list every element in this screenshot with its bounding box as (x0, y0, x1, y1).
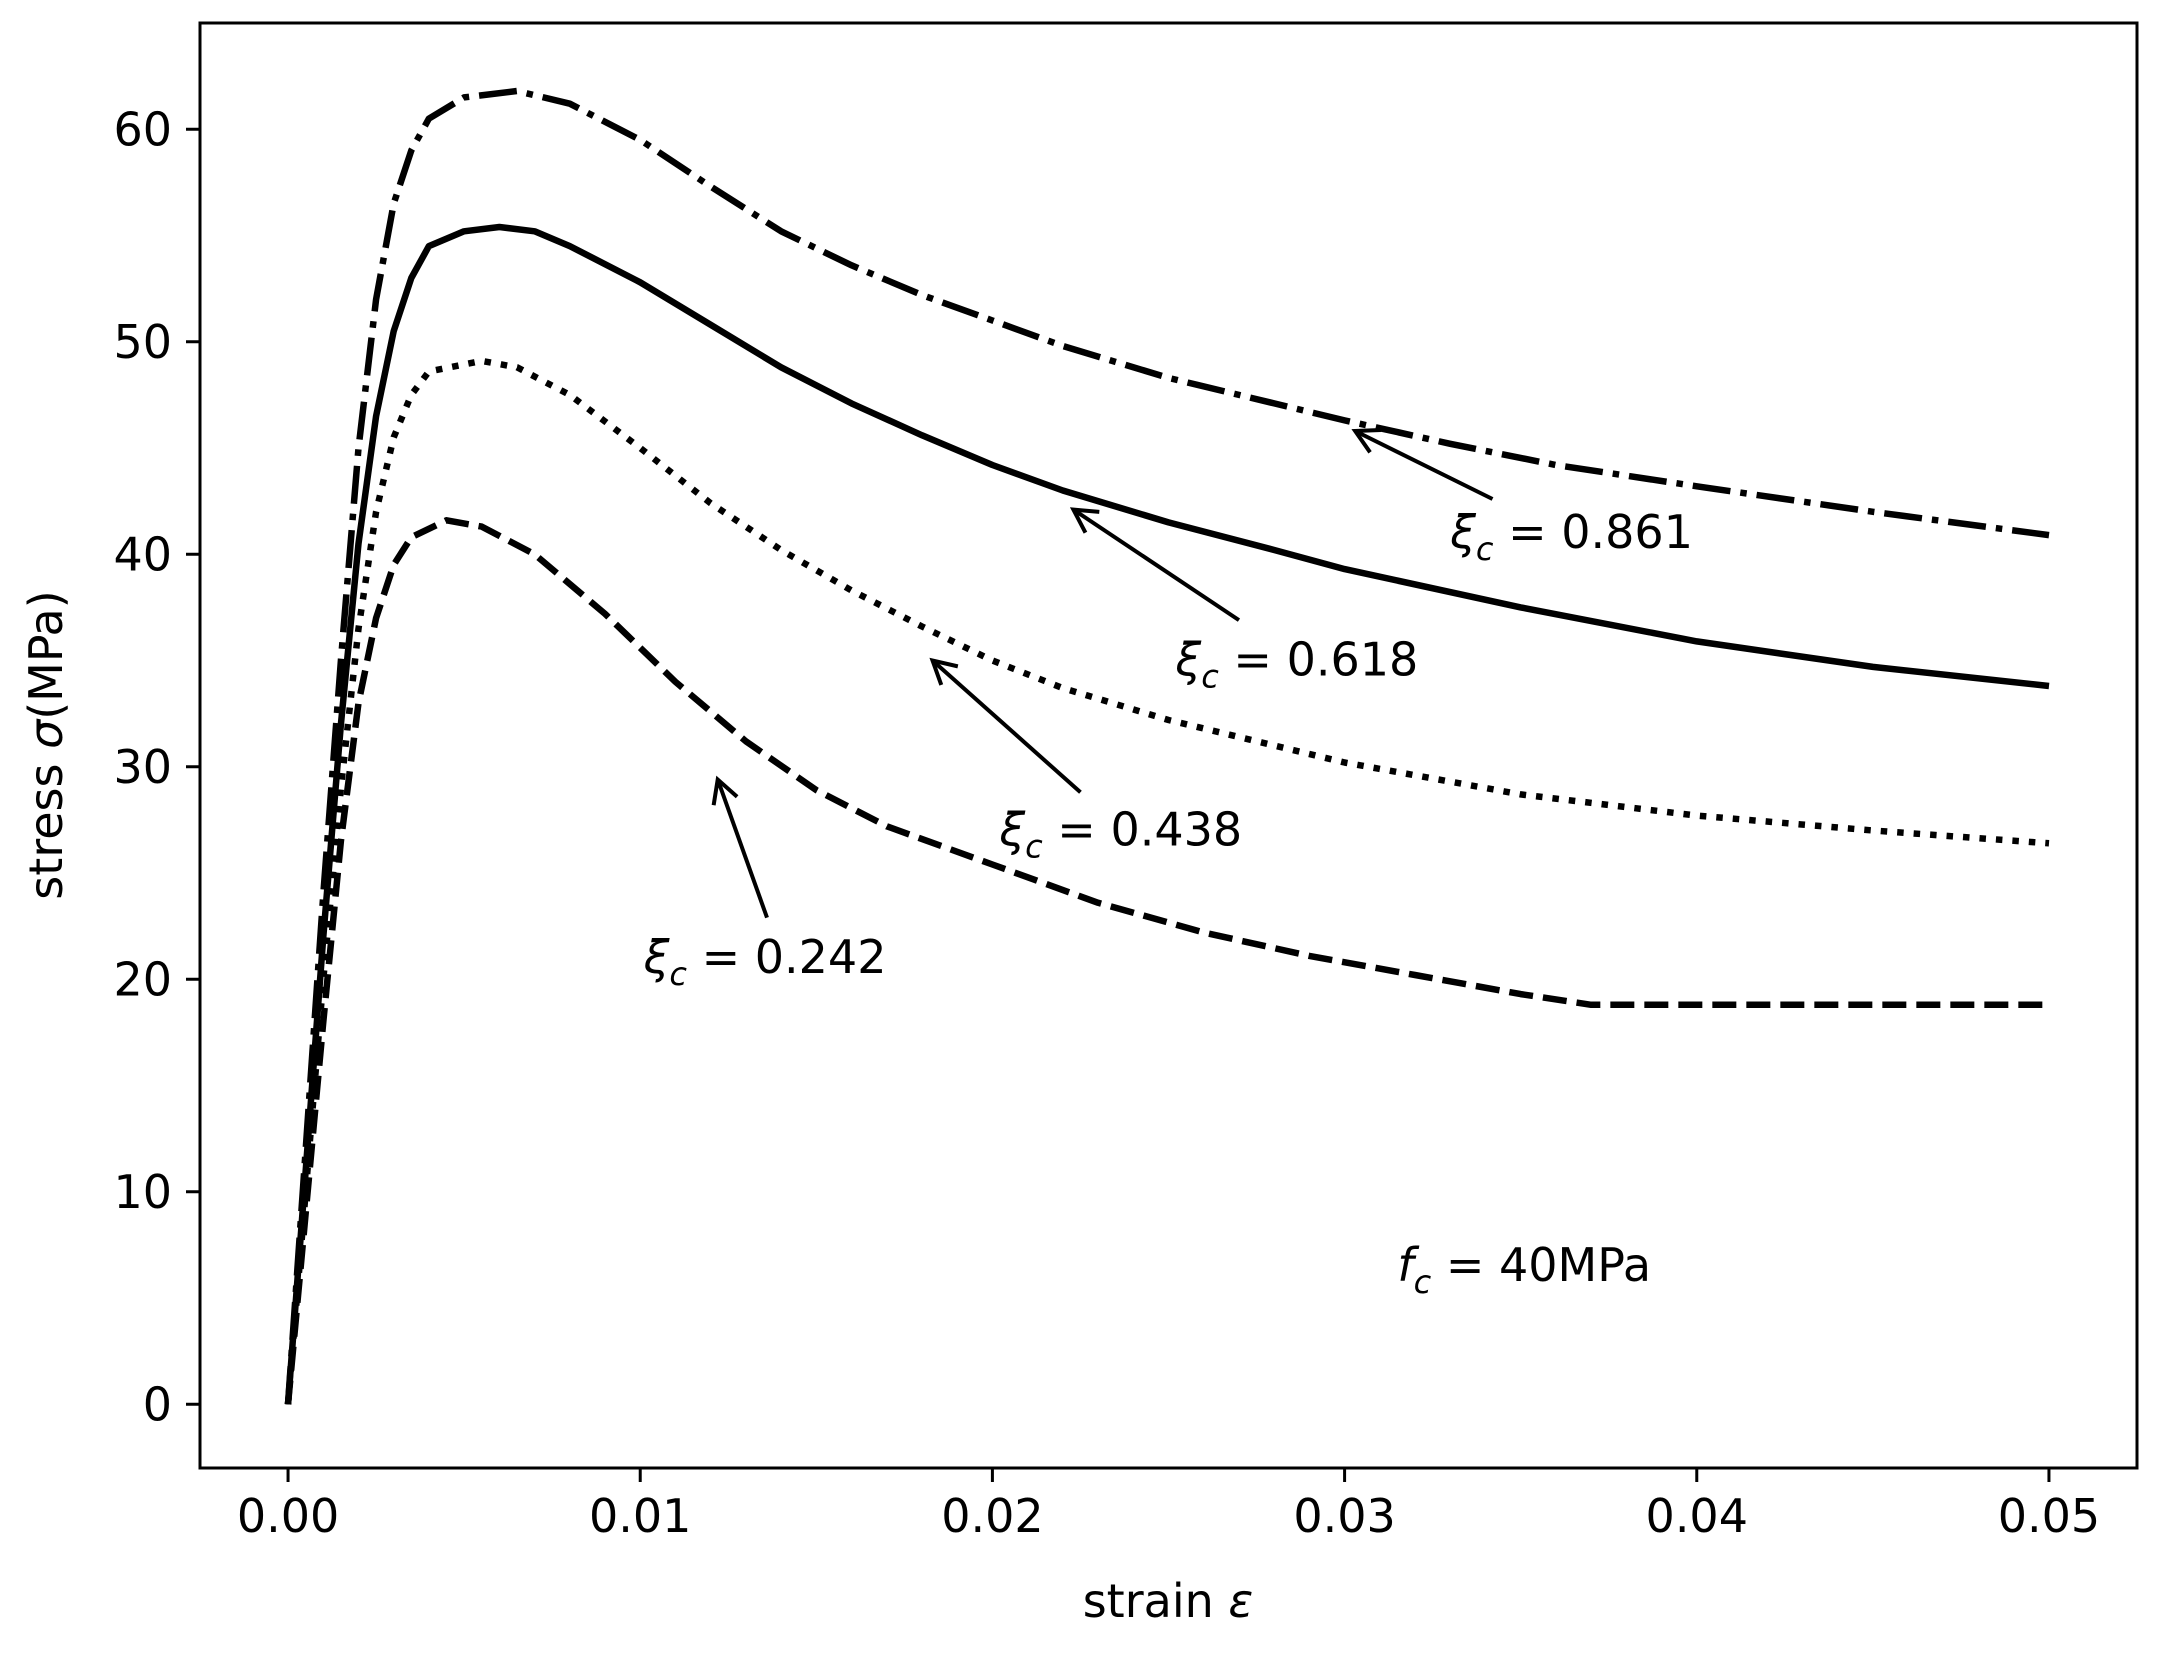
annotation-arrow-shaft (931, 659, 1082, 794)
concrete-strength-label: fc = 40MPa (1397, 1238, 1651, 1301)
annotation-arrow-head (711, 775, 739, 806)
series-line (284, 223, 2050, 1405)
y-tick-label: 20 (113, 952, 172, 1006)
annotation-layer: ξc = 0.861 ξc = 0.618 ξc = 0.438 ξc = 0.242 (643, 427, 1693, 993)
annotation-arrow-shaft (1354, 429, 1494, 501)
series-line (284, 517, 2049, 1405)
annotation-arrow-head (929, 657, 959, 686)
x-tick-label: 0.00 (237, 1489, 339, 1543)
plot-frame (198, 21, 2139, 1470)
y-tick-label: 0 (143, 1377, 172, 1431)
y-tick-label: 50 (113, 315, 172, 369)
x-tick-label: 0.01 (589, 1489, 691, 1543)
x-tick-label: 0.05 (1998, 1489, 2100, 1543)
x-axis-label: strain ε (1083, 1574, 1254, 1628)
y-tick-label: 60 (113, 102, 172, 156)
annotation-arrow-head (1351, 427, 1382, 454)
annotation-arrow-head (1069, 507, 1100, 534)
x-tick-label: 0.04 (1646, 1489, 1748, 1543)
annotation-label: ξc = 0.618 (1175, 632, 1419, 695)
series-layer (284, 87, 2050, 1405)
x-tick-label: 0.03 (1293, 1489, 1395, 1543)
annotation-arrow-shaft (715, 778, 769, 919)
y-axis: 0 10 20 30 40 50 60 (113, 102, 200, 1431)
annotation-label: ξc = 0.242 (643, 930, 887, 993)
series-line (284, 87, 2050, 1405)
x-tick-label: 0.02 (941, 1489, 1043, 1543)
x-axis: 0.00 0.01 0.02 0.03 0.04 0.05 (237, 1468, 2100, 1543)
y-tick-label: 40 (113, 527, 172, 581)
annotation-arrow-shaft (1072, 507, 1241, 622)
annotation-label: ξc = 0.438 (998, 802, 1242, 865)
annotation-label: ξc = 0.861 (1449, 505, 1693, 568)
y-tick-label: 30 (113, 740, 172, 794)
y-axis-label: stress σ(MPa) (19, 590, 73, 899)
y-tick-label: 10 (113, 1165, 172, 1219)
series-line (284, 357, 2050, 1405)
